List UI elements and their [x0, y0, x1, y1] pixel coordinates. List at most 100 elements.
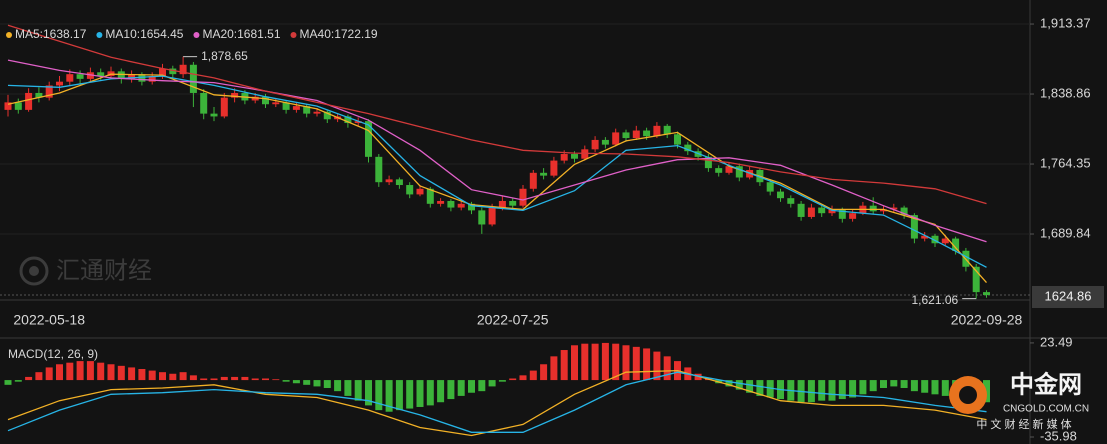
- macd-bar: [231, 376, 239, 381]
- macd-bar: [45, 367, 53, 381]
- macd-bar: [880, 380, 887, 388]
- brand-site: CNGOLD.COM.CN: [1003, 404, 1089, 415]
- candle-body: [880, 209, 887, 212]
- candle-body: [56, 81, 63, 86]
- y-tick-label: 1,913.37: [1040, 15, 1091, 30]
- candle-body: [519, 188, 527, 206]
- macd-bar: [725, 380, 733, 387]
- candle-body: [189, 64, 197, 93]
- legend-label: MA5:1638.17: [15, 27, 87, 41]
- candle-body: [169, 68, 177, 75]
- brand-inner: [959, 386, 977, 404]
- candle-body: [704, 156, 712, 169]
- macd-bar: [849, 380, 857, 398]
- macd-bar: [900, 380, 908, 388]
- macd-bar: [313, 380, 321, 387]
- candle-body: [292, 106, 300, 110]
- indicator-line: [7, 59, 987, 243]
- macd-bar: [457, 380, 465, 396]
- candle-body: [684, 144, 692, 152]
- macd-bar: [859, 380, 867, 395]
- macd-bar: [25, 376, 33, 381]
- macd-bar: [406, 380, 414, 409]
- indicator-line: [7, 24, 987, 205]
- legend-swatch: [193, 32, 200, 38]
- x-tick-label: 2022-05-18: [13, 312, 85, 328]
- macd-bar: [14, 380, 22, 382]
- macd-bar: [241, 376, 249, 381]
- candle-body: [97, 72, 105, 77]
- candle-body: [818, 207, 826, 214]
- macd-bar: [148, 370, 156, 381]
- plot: 1,913.37 1,838.86 1,764.35 1,689.84 2022-05-…: [0, 15, 1091, 443]
- y-tick-label: -35.98: [1040, 428, 1077, 443]
- macd-bar: [663, 356, 671, 381]
- x-tick-label: 2022-07-25: [477, 312, 549, 328]
- candle-body: [179, 64, 187, 75]
- watermark-dot: [29, 266, 39, 276]
- candle-body: [601, 139, 609, 145]
- brand-logo: [949, 376, 987, 414]
- macd-bar: [746, 380, 754, 393]
- candle-body: [457, 203, 465, 208]
- candle-body: [488, 207, 496, 225]
- macd-bar: [107, 364, 115, 381]
- macd-bar: [375, 380, 383, 411]
- macd-bar: [591, 343, 599, 381]
- macd-bar: [653, 351, 661, 381]
- candle-body: [375, 156, 383, 183]
- candle-body: [983, 292, 990, 296]
- candle-body: [478, 210, 486, 225]
- macd-bar: [478, 380, 486, 392]
- candle-body: [498, 200, 506, 208]
- candle-body: [612, 132, 620, 145]
- macd-bar: [426, 380, 434, 406]
- macd-bar: [385, 380, 393, 412]
- candle-body: [282, 102, 290, 110]
- candle-body: [715, 168, 723, 173]
- macd-bar: [838, 380, 846, 400]
- indicator-line: [7, 73, 987, 284]
- macd-bar: [560, 350, 568, 381]
- macd-bar: [488, 380, 496, 387]
- macd-bar: [334, 380, 342, 392]
- candle-body: [931, 235, 939, 244]
- macd-bar: [828, 380, 836, 401]
- macd-bar: [550, 356, 558, 381]
- candle-body: [910, 215, 918, 239]
- candle-body: [663, 125, 671, 135]
- candle-body: [890, 207, 898, 210]
- candle-body: [66, 74, 74, 82]
- macd-bar: [272, 379, 280, 381]
- macd-bar: [571, 345, 578, 381]
- macd-bar: [910, 380, 918, 392]
- macd-bar: [509, 378, 517, 381]
- candle-body: [138, 74, 146, 82]
- watermark-logo: [19, 256, 49, 286]
- y-tick-label: 23.49: [1040, 334, 1073, 349]
- candle-body: [272, 102, 280, 105]
- candle-body: [303, 106, 311, 114]
- candle-body: [622, 132, 630, 139]
- macd-bar: [128, 367, 136, 381]
- candle-body: [406, 185, 414, 195]
- candle-body: [787, 198, 795, 204]
- candle-body: [869, 205, 877, 212]
- macd-bar: [395, 380, 403, 411]
- macd-bar: [601, 342, 609, 381]
- candle-body: [560, 154, 568, 161]
- macd-bar: [519, 375, 527, 381]
- y-tick-label: 1,689.84: [1040, 225, 1091, 240]
- candle-body: [14, 102, 22, 110]
- macd-bar: [251, 378, 259, 381]
- macd-bar: [643, 348, 651, 381]
- macd-bar: [189, 375, 197, 381]
- candle-body: [643, 130, 651, 137]
- candle-body: [972, 266, 980, 293]
- last-price-label: 1624.86: [1045, 288, 1092, 303]
- macd-bar: [200, 378, 208, 381]
- candle-body: [550, 160, 558, 176]
- candle-body: [571, 154, 578, 159]
- macd-bar: [498, 380, 506, 382]
- candle-body: [581, 149, 589, 159]
